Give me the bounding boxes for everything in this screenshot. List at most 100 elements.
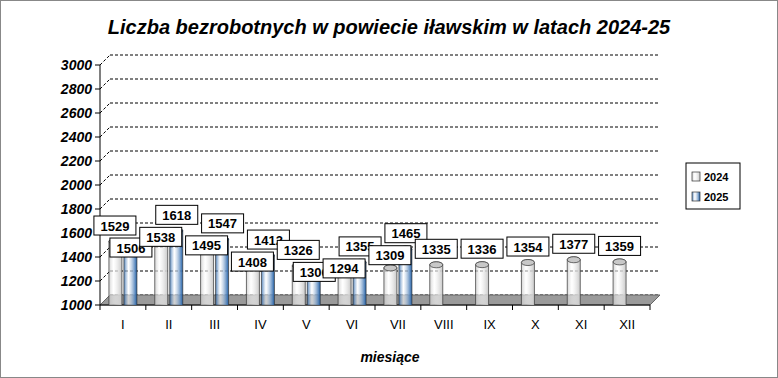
x-tick-label: VII xyxy=(390,317,406,332)
y-tick xyxy=(95,137,100,138)
chart-root: Liczba bezrobotnych w powiecie iławskim … xyxy=(0,0,778,378)
data-label-box xyxy=(507,237,549,256)
grid-line-side xyxy=(100,103,110,113)
grid-line xyxy=(110,151,660,152)
x-tick xyxy=(237,305,238,310)
bar xyxy=(613,259,626,305)
data-label: 1529 xyxy=(100,219,129,234)
bar xyxy=(384,265,397,305)
y-axis xyxy=(100,65,101,305)
x-tick xyxy=(145,305,146,310)
bar-cap xyxy=(476,262,489,268)
chart-svg: Liczba bezrobotnych w powiecie iławskim … xyxy=(0,0,778,378)
data-label: 1336 xyxy=(468,242,497,257)
y-tick-label: 2000 xyxy=(60,177,92,193)
bar-cap xyxy=(430,262,443,268)
data-label: 1309 xyxy=(375,248,404,263)
x-tick xyxy=(375,305,376,310)
bar xyxy=(476,262,489,305)
data-label-box xyxy=(202,214,244,233)
bar-cap xyxy=(613,259,626,265)
grid-line xyxy=(110,103,660,104)
x-tick-label: IX xyxy=(483,317,496,332)
y-tick-label: 3000 xyxy=(61,57,92,73)
x-tick xyxy=(283,305,284,310)
y-tick xyxy=(95,209,100,210)
data-label-box xyxy=(415,239,457,258)
legend-swatch xyxy=(692,172,700,181)
grid-line-side xyxy=(100,55,110,65)
x-tick-label: XII xyxy=(619,317,635,332)
y-tick-label: 1000 xyxy=(61,297,92,313)
grid-line xyxy=(110,199,660,200)
y-tick-label: 2800 xyxy=(60,81,92,97)
data-label: 1495 xyxy=(192,238,221,253)
legend-label: 2025 xyxy=(704,191,728,203)
legend-label: 2024 xyxy=(704,171,729,183)
data-labels: 1529150616181538154714951412140813261306… xyxy=(94,205,641,281)
grid-line-side xyxy=(100,151,110,161)
y-tick xyxy=(95,113,100,114)
data-label: 1547 xyxy=(208,216,237,231)
bar xyxy=(155,237,168,305)
y-tick xyxy=(95,65,100,66)
grid-line xyxy=(110,55,660,56)
y-tick-label: 1200 xyxy=(61,273,92,289)
y-tick-label: 2600 xyxy=(60,105,92,121)
x-tick-label: II xyxy=(165,317,172,332)
data-label-box xyxy=(156,205,198,224)
y-tick xyxy=(95,161,100,162)
x-tick xyxy=(191,305,192,310)
x-tick xyxy=(558,305,559,310)
bar xyxy=(521,260,534,305)
x-tick xyxy=(466,305,467,310)
bar xyxy=(567,257,580,305)
data-label: 1359 xyxy=(605,239,634,254)
grid-line-side xyxy=(100,271,110,281)
data-label: 1326 xyxy=(284,243,313,258)
x-tick xyxy=(100,305,101,310)
legend-box xyxy=(686,163,740,209)
y-tick xyxy=(95,89,100,90)
data-label-box xyxy=(369,246,411,265)
x-tick-label: IV xyxy=(254,317,267,332)
y-tick xyxy=(95,185,100,186)
data-label: 1335 xyxy=(422,242,451,257)
page-frame xyxy=(1,1,778,378)
x-axis-label: miesiące xyxy=(360,349,419,365)
x-tick xyxy=(420,305,421,310)
data-label-box xyxy=(323,259,365,278)
bar-cap xyxy=(384,265,397,271)
grid-line xyxy=(110,127,660,128)
data-label: 1377 xyxy=(559,237,588,252)
y-tick xyxy=(95,257,100,258)
y-tick-label: 1400 xyxy=(61,249,92,265)
x-tick xyxy=(650,305,651,310)
x-tick-label: I xyxy=(121,317,125,332)
data-label: 1354 xyxy=(513,240,543,255)
data-label: 1538 xyxy=(146,230,175,245)
data-label-box xyxy=(461,239,503,258)
y-tick-label: 2200 xyxy=(60,153,92,169)
x-tick xyxy=(512,305,513,310)
data-label: 1618 xyxy=(162,208,191,223)
x-tick-label: III xyxy=(209,317,220,332)
grid-line-side xyxy=(100,175,110,185)
back-wall xyxy=(110,55,660,295)
bar xyxy=(430,262,443,305)
bar-cap xyxy=(521,260,534,266)
data-label-box xyxy=(231,252,273,271)
bar-cap xyxy=(567,257,580,263)
chart-title: Liczba bezrobotnych w powiecie iławskim … xyxy=(108,16,671,38)
data-label-box xyxy=(553,234,595,253)
x-tick-label: XI xyxy=(575,317,587,332)
bars xyxy=(109,228,626,305)
grid-line-side xyxy=(100,79,110,89)
y-tick-label: 1600 xyxy=(61,225,92,241)
x-tick xyxy=(604,305,605,310)
grid-line-side xyxy=(100,127,110,137)
data-label-box xyxy=(140,227,182,246)
y-tick-label: 1800 xyxy=(61,201,92,217)
data-label-box xyxy=(277,240,319,259)
legend-swatch xyxy=(692,192,700,201)
